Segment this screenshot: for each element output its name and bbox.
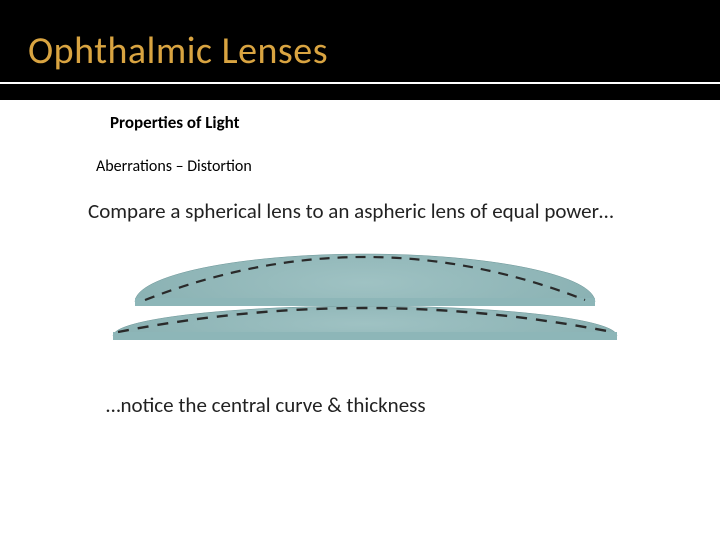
lens-svg	[100, 232, 630, 352]
title-underline	[0, 82, 720, 84]
title-bar: Ophthalmic Lenses	[0, 0, 720, 100]
slide-title: Ophthalmic Lenses	[28, 28, 328, 74]
spherical-base	[135, 298, 595, 306]
subsection-heading: Aberrations – Distortion	[96, 157, 720, 176]
lens-diagram	[100, 232, 630, 352]
aspheric-base	[113, 332, 617, 340]
slide: Ophthalmic Lenses Properties of Light Ab…	[0, 0, 720, 540]
body-text-2: …notice the central curve & thickness	[106, 392, 720, 418]
aspheric-lens	[113, 306, 617, 352]
section-heading: Properties of Light	[110, 112, 720, 133]
body-text-1: Compare a spherical lens to an aspheric …	[88, 198, 660, 224]
